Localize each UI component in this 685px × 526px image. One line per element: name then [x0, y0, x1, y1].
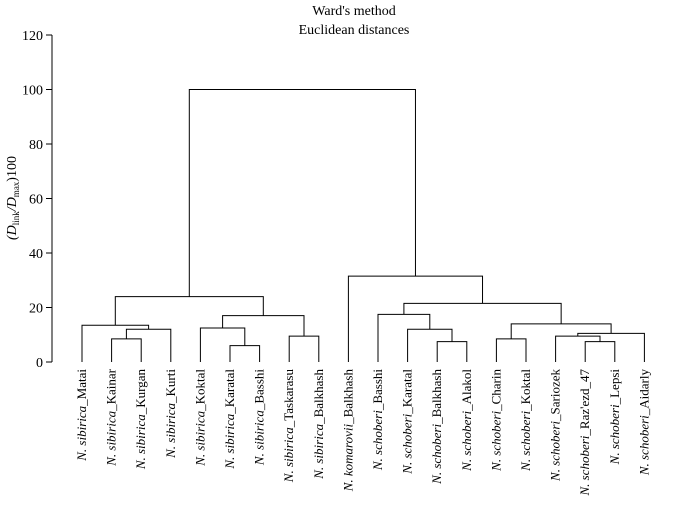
merge-link-3	[229, 345, 261, 362]
leaf-label-12: N. schoberi_Balkhash	[429, 369, 444, 485]
merge-link-8	[436, 341, 468, 362]
leaf-species-15: N. schoberi	[518, 411, 533, 472]
merge-link-11	[495, 338, 527, 362]
dendrogram-links	[81, 89, 645, 362]
leaf-label-5: N. sibirica_Karatal	[222, 369, 237, 470]
leaf-species-12: N. schoberi	[429, 424, 444, 485]
leaf-species-16: N. schoberi	[548, 421, 563, 482]
merge-link-0	[111, 338, 142, 362]
y-tick-label-120: 120	[22, 29, 43, 44]
leaf-species-18: N. schoberi	[607, 404, 622, 465]
leaf-label-19: N. schoberi_Aidarly	[636, 369, 651, 477]
leaf-place-13: _Alakol	[459, 369, 474, 412]
y-tick-label-60: 60	[29, 193, 43, 208]
merge-link-16	[403, 302, 562, 324]
leaf-species-0: N. sibirica	[74, 405, 89, 461]
leaf-label-14: N. schoberi_Charin	[488, 369, 503, 472]
y-axis-label-part1: (D	[5, 225, 20, 240]
leaf-label-0: N. sibirica_Matai	[74, 369, 89, 462]
leaf-label-13: N. schoberi_Alakol	[459, 369, 474, 472]
leaf-label-1: N. sibirica_Kainar	[104, 368, 119, 466]
merge-link-12	[584, 341, 616, 362]
y-tick-label-0: 0	[36, 356, 43, 371]
leaf-species-11: N. schoberi	[400, 413, 415, 474]
leaf-label-17: N. schoberi_Raz'ezd_47	[577, 369, 592, 497]
leaf-place-17: _Raz'ezd_47	[577, 369, 592, 437]
leaf-species-9: N. komarovii	[340, 424, 355, 493]
chart-title-line2: Euclidean distances	[299, 23, 410, 38]
leaf-species-5: N. sibirica	[222, 413, 237, 469]
leaf-place-14: _Charin	[488, 369, 503, 412]
y-axis-label-sub1: link	[11, 211, 21, 226]
merge-link-4	[199, 327, 246, 362]
leaf-label-2: N. sibirica_Kurgan	[133, 369, 148, 471]
leaf-place-8: _Balkhash	[311, 369, 326, 425]
leaf-place-3: _Kurti	[163, 369, 178, 404]
merge-link-7	[114, 296, 264, 326]
merge-link-5	[288, 335, 320, 362]
leaf-place-19: _Aidarly	[636, 369, 651, 417]
y-axis-label-part2: /D	[5, 197, 20, 212]
leaf-species-13: N. schoberi	[459, 411, 474, 472]
leaf-label-11: N. schoberi_Karatal	[400, 369, 415, 475]
leaf-species-14: N. schoberi	[488, 411, 503, 472]
y-tick-label-20: 20	[29, 302, 43, 317]
leaf-place-2: _Kurgan	[133, 369, 148, 416]
leaf-species-4: N. sibirica	[192, 410, 207, 466]
leaf-place-1: _Kainar	[104, 368, 119, 412]
leaf-species-17: N. schoberi	[577, 435, 592, 496]
y-axis: 0 20 40 60 80 100 120	[22, 29, 53, 371]
leaf-place-6: _Basshi	[252, 369, 267, 412]
leaf-species-7: N. sibirica	[281, 427, 296, 483]
merge-link-6	[222, 315, 305, 337]
leaf-species-6: N. sibirica	[252, 410, 267, 466]
leaf-label-7: N. sibirica_Taskarasu	[281, 369, 296, 484]
leaf-place-16: _Sariozek	[548, 369, 563, 422]
merge-link-14	[577, 332, 645, 362]
leaf-label-4: N. sibirica_Koktal	[192, 369, 207, 467]
merge-link-13	[555, 335, 601, 362]
merge-link-2	[81, 324, 150, 362]
y-tick-label-100: 100	[22, 84, 43, 99]
leaf-label-8: N. sibirica_Balkhash	[311, 369, 326, 480]
leaf-place-0: _Matai	[74, 369, 89, 407]
leaf-label-9: N. komarovii_Balkhash	[340, 369, 355, 493]
leaf-place-15: _Koktal	[518, 369, 533, 412]
leaf-place-11: _Karatal	[400, 369, 415, 415]
leaf-species-3: N. sibirica	[163, 402, 178, 458]
leaf-place-9: _Balkhash	[340, 369, 355, 425]
leaf-place-7: _Taskarasu	[281, 369, 296, 429]
merge-link-10	[377, 313, 431, 362]
y-tick-label-80: 80	[29, 138, 43, 153]
leaf-place-4: _Koktal	[192, 369, 207, 412]
merge-link-9	[407, 328, 453, 362]
merge-link-1	[125, 328, 172, 362]
leaf-label-18: N. schoberi_Lepsi	[607, 369, 622, 466]
leaf-label-6: N. sibirica_Basshi	[252, 369, 267, 466]
leaf-species-8: N. sibirica	[311, 423, 326, 479]
leaf-species-19: N. schoberi	[636, 415, 651, 476]
leaf-species-2: N. sibirica	[133, 414, 148, 470]
leaf-place-5: _Karatal	[222, 369, 237, 415]
merge-link-18	[188, 89, 416, 297]
leaf-species-1: N. sibirica	[104, 410, 119, 466]
leaf-label-15: N. schoberi_Koktal	[518, 369, 533, 472]
merge-link-17	[347, 275, 484, 362]
chart-title-line1: Ward's method	[312, 4, 395, 19]
leaf-label-3: N. sibirica_Kurti	[163, 369, 178, 459]
leaf-place-18: _Lepsi	[607, 369, 622, 406]
leaf-place-10: _Basshi	[370, 369, 385, 412]
leaf-label-16: N. schoberi_Sariozek	[548, 369, 563, 482]
y-axis-label: (Dlink/Dmax)100	[5, 156, 21, 240]
leaf-place-12: _Balkhash	[429, 369, 444, 425]
leaf-label-10: N. schoberi_Basshi	[370, 369, 385, 472]
y-tick-label-40: 40	[29, 247, 43, 262]
y-axis-label-part3: )100	[5, 156, 20, 182]
leaf-species-10: N. schoberi	[370, 410, 385, 471]
y-axis-label-sub2: max	[11, 181, 21, 197]
